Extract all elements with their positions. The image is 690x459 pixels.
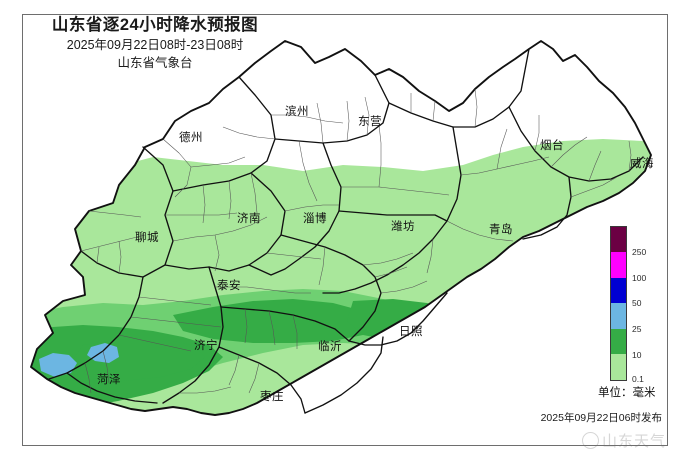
- city-label-binzhou: 滨州: [285, 106, 309, 118]
- city-label-linyi: 临沂: [318, 341, 342, 353]
- precipitation-legend: 250 100 50 25 10 0.1 单位：毫米: [598, 226, 690, 401]
- legend-unit-label: 单位：毫米: [598, 387, 656, 399]
- colorbar-tick-50: 50: [632, 298, 642, 309]
- city-label-zaozhuang: 枣庄: [260, 391, 284, 403]
- city-label-dezhou: 德州: [179, 132, 203, 144]
- issue-timestamp: 2025年09月22日06时发布: [540, 412, 662, 424]
- city-label-jinan: 济南: [237, 213, 261, 225]
- colorbar-band-10-25: [611, 328, 626, 355]
- colorbar-band-25-50: [611, 303, 626, 329]
- colorbar-tick-100: 100: [632, 272, 647, 283]
- forecast-period: 2025年09月22日08时-23日08时: [66, 38, 244, 52]
- city-label-weihai: 威海: [630, 158, 654, 170]
- colorbar-band-100-250: [611, 252, 626, 278]
- colorbar-tick-25: 25: [632, 324, 642, 335]
- title-block: 山东省逐24小时降水预报图 2025年09月22日08时-23日08时 山东省气…: [30, 14, 280, 72]
- band-light-blue-patch2: [87, 343, 119, 363]
- precipitation-map: 德州 滨州 东营 烟台 威海 聊城 济南 淄博 潍坊 青岛 泰安 济宁 临沂 日…: [23, 15, 667, 445]
- colorbar-tick-10: 10: [632, 350, 642, 360]
- city-label-rizhao: 日照: [399, 326, 423, 338]
- city-label-yantai: 烟台: [540, 140, 564, 152]
- colorbar-band-over250: [611, 227, 626, 253]
- city-label-qingdao: 青岛: [489, 224, 513, 236]
- colorbar: [610, 226, 627, 381]
- band-light-blue-center: [39, 353, 77, 377]
- city-label-heze: 菏泽: [97, 374, 121, 386]
- colorbar-tick-250: 250: [632, 246, 647, 257]
- colorbar-band-50-100: [611, 277, 626, 304]
- city-label-liaocheng: 聊城: [135, 232, 159, 244]
- province-outline: [30, 40, 652, 416]
- city-label-dongying: 东营: [358, 116, 382, 128]
- issuing-authority: 山东省气象台: [117, 56, 193, 70]
- city-label-taian: 泰安: [217, 280, 241, 292]
- county-boundaries: [80, 88, 632, 394]
- city-label-jining: 济宁: [194, 340, 218, 352]
- watermark-text: 山东天气: [601, 433, 666, 450]
- colorbar-tick-0.1: 0.1: [632, 374, 644, 384]
- weibo-logo-icon: [581, 432, 599, 449]
- map-svg: [23, 15, 667, 445]
- page-title: 山东省逐24小时降水预报图: [51, 16, 259, 34]
- city-label-weifang: 潍坊: [391, 221, 415, 233]
- city-label-zibo: 淄博: [303, 213, 327, 225]
- band-dark-green-core-central: [173, 299, 375, 343]
- colorbar-band-0.1-10: [611, 354, 626, 380]
- weibo-watermark: 山东天气: [581, 430, 666, 451]
